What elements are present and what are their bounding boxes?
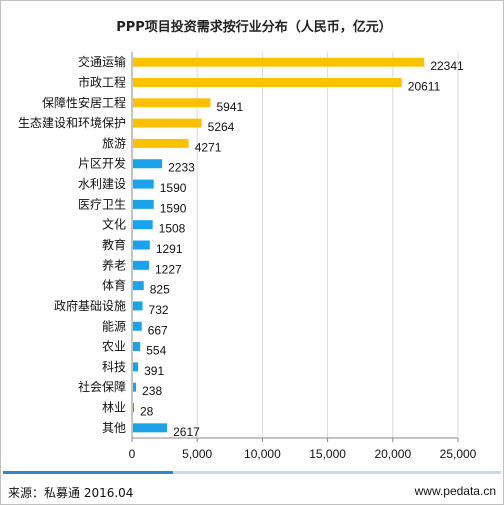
data-label: 20611 — [408, 79, 441, 93]
category-label: 其他 — [102, 421, 126, 435]
data-label: 2233 — [168, 161, 195, 175]
x-tick-label: 0 — [129, 447, 136, 461]
data-label: 4271 — [195, 140, 222, 154]
data-label: 238 — [142, 384, 162, 398]
data-label: 22341 — [430, 59, 464, 73]
chart-title: PPP项目投资需求按行业分布（人民币，亿元） — [116, 19, 392, 35]
data-label: 1291 — [156, 242, 183, 256]
source-note: 来源：私募通 2016.04 — [8, 486, 134, 500]
bar — [133, 321, 142, 331]
bar — [133, 98, 211, 108]
category-label: 保障性安居工程 — [42, 95, 126, 110]
data-label: 5264 — [208, 120, 235, 134]
x-tick-label: 15,000 — [309, 447, 346, 461]
bar — [133, 159, 163, 169]
data-label: 391 — [144, 364, 164, 378]
bar — [133, 118, 202, 128]
category-label: 科技 — [102, 360, 126, 374]
data-label: 667 — [148, 323, 168, 337]
bar — [133, 423, 168, 433]
bar — [133, 199, 154, 209]
data-label: 825 — [150, 283, 170, 297]
category-label: 文化 — [102, 217, 126, 232]
category-label: 旅游 — [102, 136, 126, 150]
scroll-strip-thumb — [3, 471, 173, 474]
data-label: 1590 — [160, 181, 187, 195]
x-tick-label: 25,000 — [440, 447, 477, 461]
bar — [133, 301, 143, 311]
category-label: 教育 — [102, 237, 126, 252]
data-label: 732 — [149, 303, 169, 317]
data-label: 28 — [140, 405, 154, 419]
bars: 交通运输 22341 市政工程 20611 保障性安居工程 5941 生态建设和环境保护 52… — [18, 54, 464, 439]
data-label: 5941 — [216, 100, 243, 114]
x-tick-label: 10,000 — [244, 447, 281, 461]
scroll-strip — [3, 471, 501, 474]
x-tick-label: 20,000 — [374, 447, 411, 461]
category-label: 林业 — [102, 401, 126, 415]
category-label: 水利建设 — [78, 177, 126, 191]
data-label: 554 — [146, 344, 166, 358]
x-axis: 0 5,000 10,000 15,000 20,000 25,000 — [129, 52, 477, 461]
category-label: 社会保障 — [78, 379, 126, 394]
category-label: 片区开发 — [78, 156, 126, 171]
category-label: 医疗卫生 — [78, 197, 126, 211]
category-label: 生态建设和环境保护 — [18, 115, 126, 130]
bar — [133, 138, 189, 148]
bar — [133, 77, 402, 87]
bar — [133, 342, 141, 352]
bar — [133, 260, 150, 270]
category-label: 养老 — [102, 257, 126, 272]
bar — [133, 403, 134, 413]
bar — [133, 240, 150, 250]
data-label: 1508 — [159, 222, 186, 236]
category-label: 体育 — [102, 278, 126, 293]
x-tick-label: 5,000 — [182, 447, 212, 461]
category-label: 市政工程 — [78, 74, 126, 89]
bar — [133, 220, 153, 230]
data-label: 1227 — [155, 262, 182, 276]
data-label: 1590 — [160, 201, 187, 215]
category-label: 能源 — [102, 319, 126, 333]
category-label: 交通运输 — [78, 54, 126, 69]
category-label: 农业 — [102, 340, 126, 354]
bar — [133, 382, 137, 392]
bar — [133, 57, 425, 67]
data-label: 2617 — [173, 425, 200, 439]
bar — [133, 281, 144, 291]
source-url: www.pedata.cn — [414, 484, 496, 498]
bar — [133, 179, 154, 189]
bar — [133, 362, 139, 372]
category-label: 政府基础设施 — [54, 298, 126, 313]
